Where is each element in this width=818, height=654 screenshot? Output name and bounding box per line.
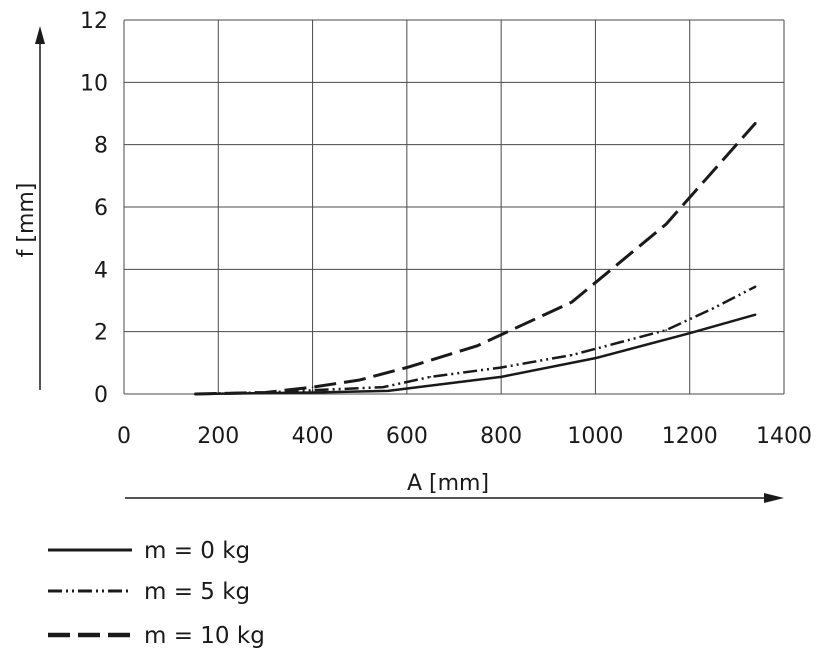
y-tick-label: 6 — [94, 196, 108, 221]
x-tick-label: 1400 — [756, 424, 812, 449]
legend-label-2: m = 5 kg — [144, 579, 250, 605]
x-axis-arrowhead-icon — [764, 493, 784, 503]
x-tick-label: 1200 — [662, 424, 718, 449]
series-2-data-point — [571, 354, 573, 356]
series-1-data-point — [688, 332, 691, 335]
y-tick-label: 2 — [94, 321, 108, 346]
legend: m = 0 kg m = 5 kg m = 10 kg — [48, 538, 265, 649]
series-2-data-point — [665, 329, 667, 331]
y-tick-label: 12 — [80, 9, 108, 34]
series-1-data-point — [500, 376, 502, 378]
series-lines — [193, 121, 757, 396]
x-tick-label: 200 — [197, 424, 239, 449]
y-axis-arrowhead-icon — [35, 26, 45, 44]
y-tick-label: 8 — [94, 134, 108, 159]
series-2-data-point — [311, 389, 314, 392]
gridlines — [123, 19, 785, 395]
series-line-2 — [194, 285, 757, 396]
x-tick-label: 800 — [480, 424, 522, 449]
x-tick-label: 0 — [117, 424, 131, 449]
series-3-data-point — [406, 366, 408, 369]
y-axis-title: f [mm] — [14, 183, 39, 258]
series-2-data-point — [754, 285, 757, 288]
series-2-data-point — [429, 376, 432, 378]
series-3-data-point — [264, 391, 267, 394]
series-3-data-point — [358, 379, 361, 381]
series-3-data-point — [311, 386, 314, 388]
y-tick-label: 4 — [94, 258, 108, 283]
series-2-data-point — [382, 386, 385, 388]
series-2-data-point — [500, 366, 502, 369]
legend-label-3: m = 10 kg — [144, 623, 265, 649]
series-3-data-point — [571, 301, 573, 303]
series-1-data-point — [387, 390, 389, 392]
x-tick-label: 400 — [292, 424, 334, 449]
y-tick-label: 0 — [94, 383, 108, 408]
series-3-data-point — [665, 223, 667, 225]
series-line-3 — [194, 121, 757, 396]
series-2-data-point — [712, 307, 715, 310]
series-1-data-point — [754, 313, 757, 316]
series-1-data-point — [594, 357, 597, 359]
legend-label-1: m = 0 kg — [144, 538, 250, 564]
series-3-data-point — [754, 122, 757, 124]
x-tick-label: 1000 — [567, 424, 623, 449]
tick-labels: 0 200 400 600 800 1000 1200 1400 0 2 4 6 8 10 12 — [80, 9, 812, 449]
x-tick-label: 600 — [386, 424, 428, 449]
series-3-data-point — [193, 393, 196, 395]
series-1-data-point — [311, 391, 314, 394]
y-tick-label: 10 — [80, 71, 108, 96]
series-3-data-point — [476, 344, 479, 347]
x-axis-title: A [mm] — [407, 471, 489, 496]
